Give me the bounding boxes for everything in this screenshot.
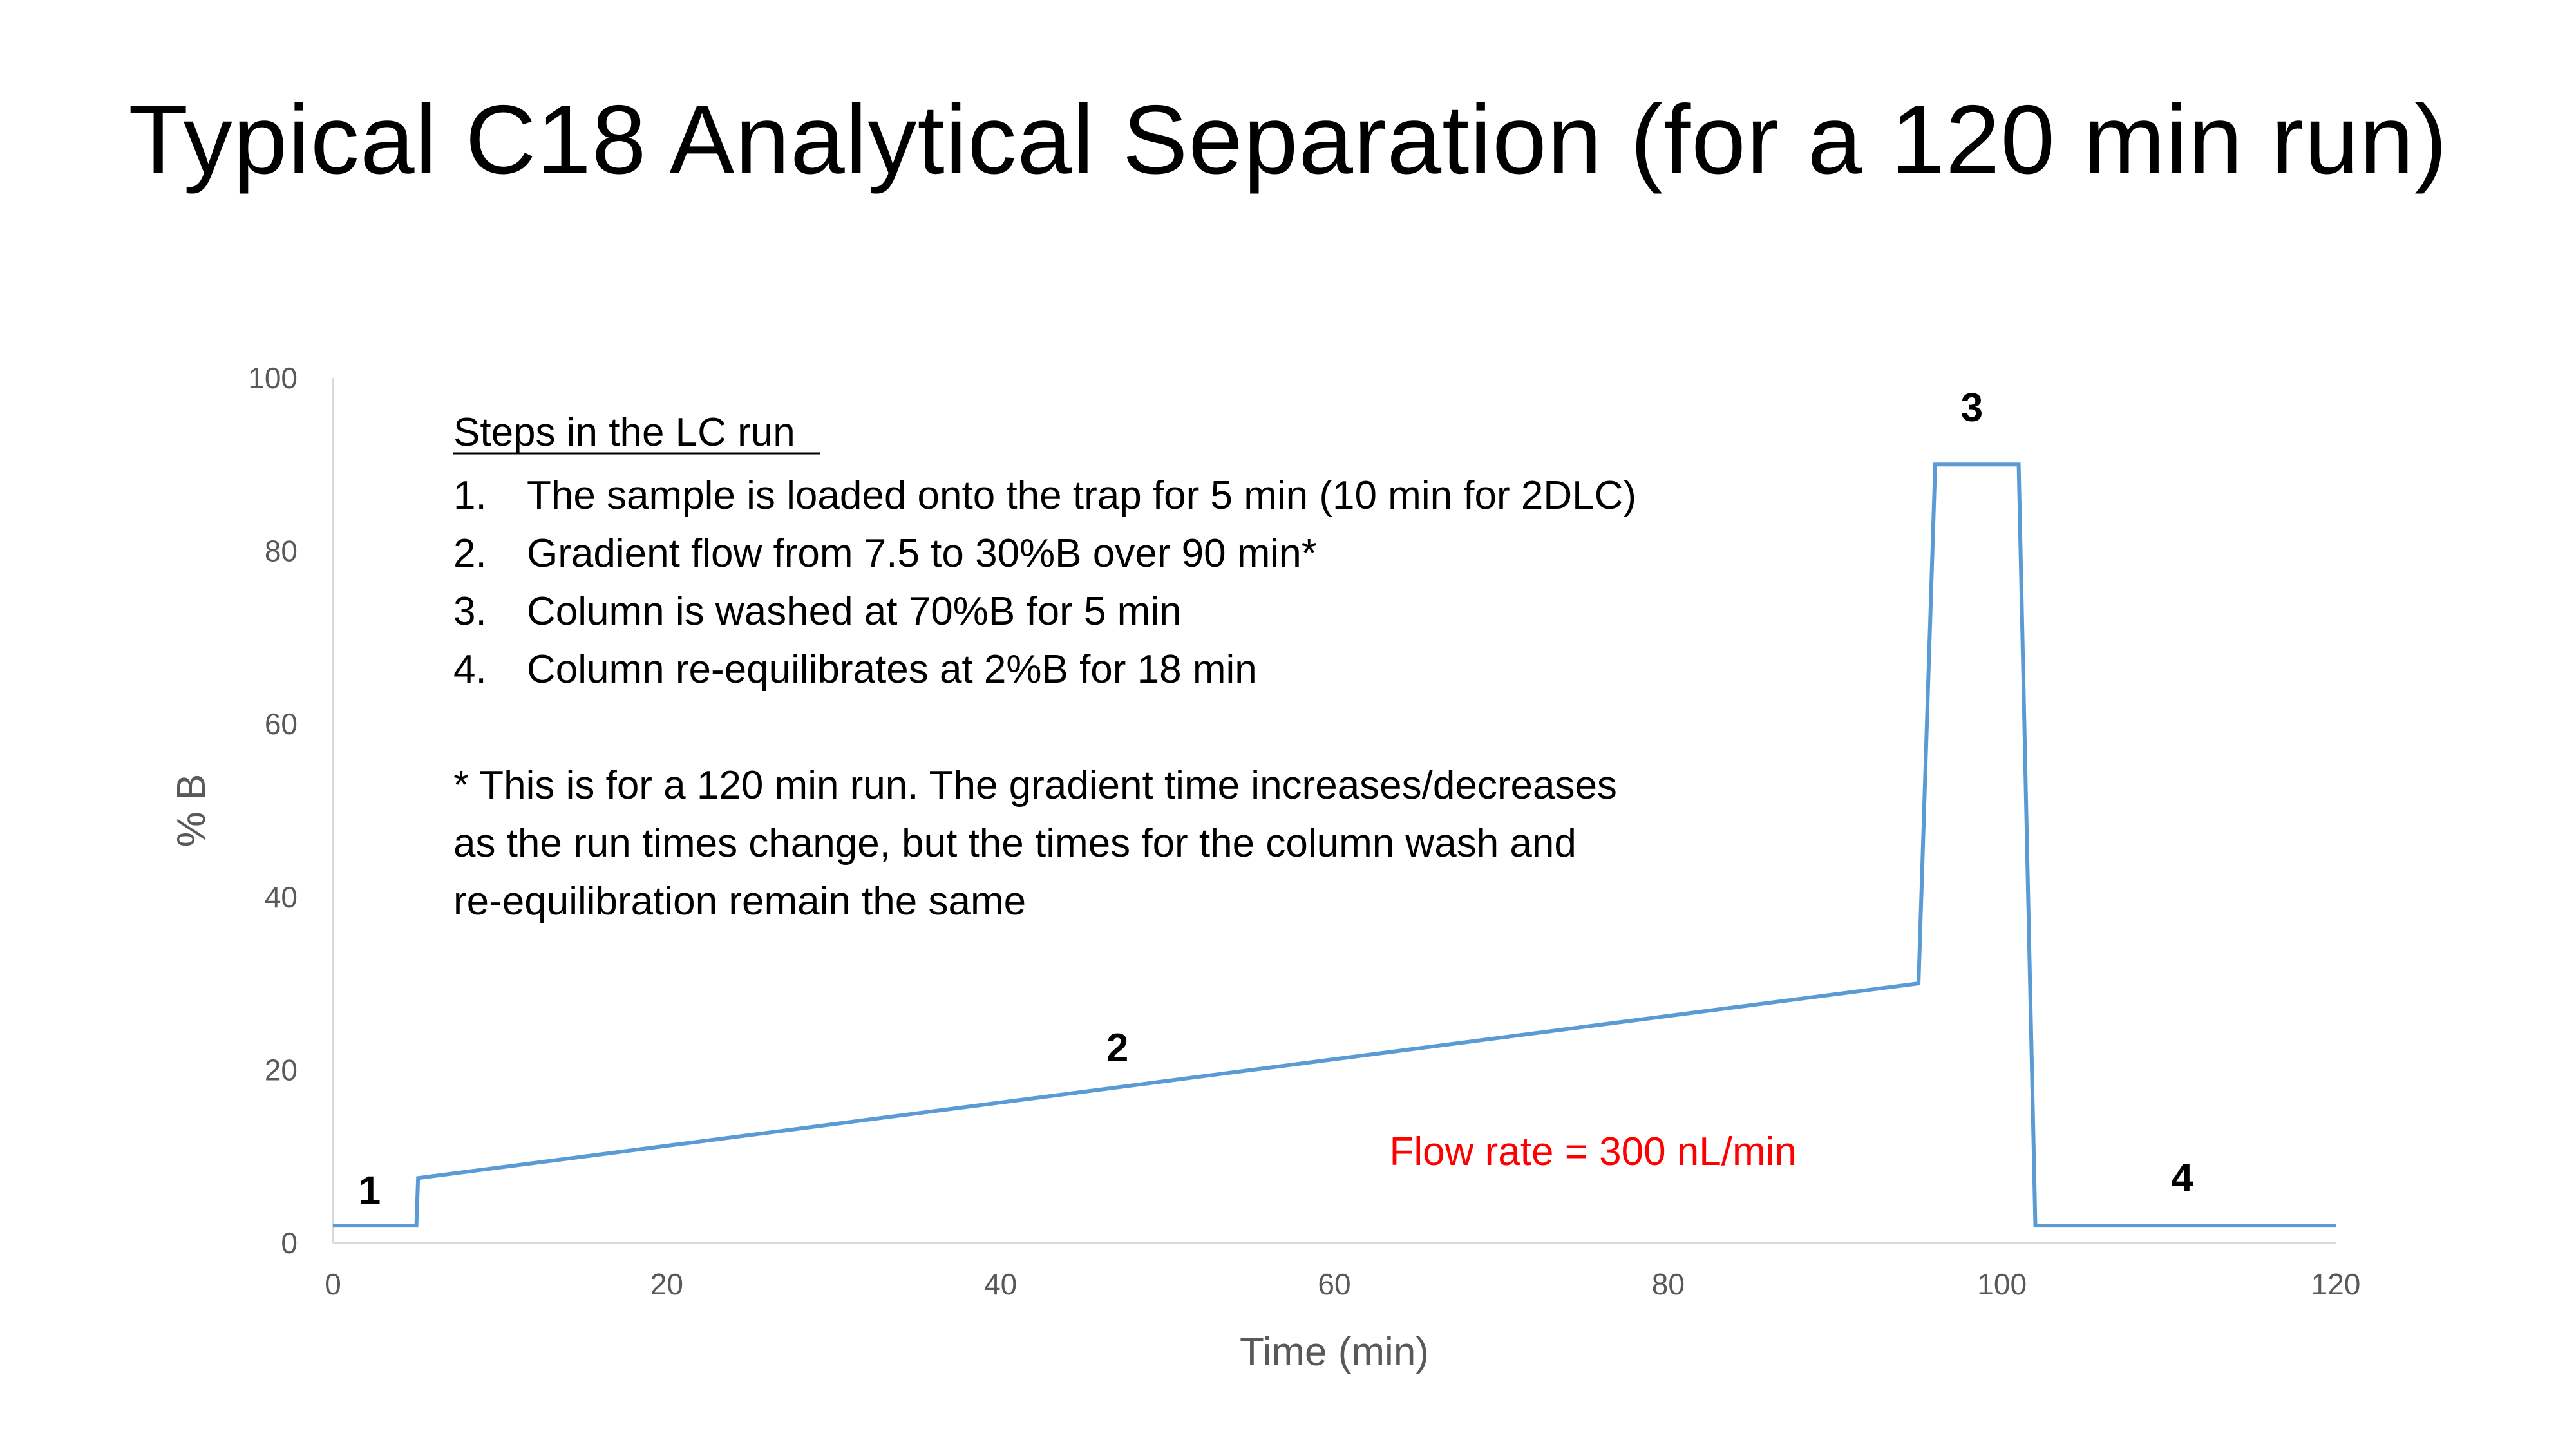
- slide-title: Typical C18 Analytical Separation (for a…: [128, 85, 2448, 194]
- x-tick-label-20: 20: [650, 1267, 683, 1301]
- y-axis-title: % B: [169, 774, 214, 848]
- x-tick-labels: 0 20 40 60 80 100 120: [325, 1267, 2360, 1301]
- series-group: [333, 462, 2336, 1228]
- step-2-number: 2.: [453, 531, 487, 576]
- x-tick-label-120: 120: [2311, 1267, 2361, 1301]
- step-1-text: The sample is loaded onto the trap for 5…: [527, 473, 1636, 518]
- step-1-number: 1.: [453, 473, 487, 518]
- step-annotations: 1 2 3 4: [359, 386, 2194, 1213]
- y-tick-label-60: 60: [265, 707, 298, 741]
- step-label-3: 3: [1961, 386, 1983, 430]
- step-label-2: 2: [1106, 1026, 1128, 1070]
- x-tick-label-60: 60: [1318, 1267, 1350, 1301]
- y-tick-labels: 0 20 40 60 80 100: [248, 361, 298, 1260]
- flow-rate-note: Flow rate = 300 nL/min: [1390, 1130, 1797, 1174]
- x-tick-label-80: 80: [1652, 1267, 1685, 1301]
- series-line-0: [333, 462, 2336, 1228]
- x-axis-title: Time (min): [1240, 1330, 1429, 1374]
- step-3-text: Column is washed at 70%B for 5 min: [527, 589, 1182, 634]
- x-tick-label-100: 100: [1977, 1267, 2027, 1301]
- x-tick-label-40: 40: [984, 1267, 1017, 1301]
- y-tick-label-0: 0: [281, 1226, 298, 1260]
- step-2-text: Gradient flow from 7.5 to 30%B over 90 m…: [527, 531, 1317, 576]
- footnote-line-2: as the run times change, but the times f…: [453, 821, 1577, 866]
- steps-note-box: Steps in the LC run 1. The sample is loa…: [453, 410, 1636, 923]
- footnote-line-3: re-equilibration remain the same: [453, 879, 1026, 923]
- chart-axes: [332, 378, 2336, 1244]
- y-tick-label-20: 20: [265, 1053, 298, 1086]
- y-tick-label-80: 80: [265, 535, 298, 568]
- steps-heading: Steps in the LC run: [453, 410, 795, 455]
- y-tick-label-40: 40: [265, 880, 298, 914]
- step-label-1: 1: [359, 1169, 381, 1213]
- step-4-text: Column re-equilibrates at 2%B for 18 min: [527, 647, 1257, 692]
- x-tick-label-0: 0: [325, 1267, 341, 1301]
- footnote-line-1: * This is for a 120 min run. The gradien…: [453, 763, 1617, 808]
- y-tick-label-100: 100: [248, 361, 298, 395]
- step-label-4: 4: [2171, 1155, 2193, 1200]
- step-3-number: 3.: [453, 589, 487, 634]
- step-4-number: 4.: [453, 647, 487, 692]
